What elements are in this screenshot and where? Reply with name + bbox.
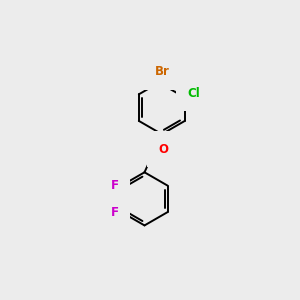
- Text: Cl: Cl: [188, 87, 201, 100]
- Text: F: F: [110, 206, 118, 219]
- Text: Br: Br: [154, 65, 169, 78]
- Text: O: O: [159, 142, 169, 155]
- Text: F: F: [110, 179, 118, 192]
